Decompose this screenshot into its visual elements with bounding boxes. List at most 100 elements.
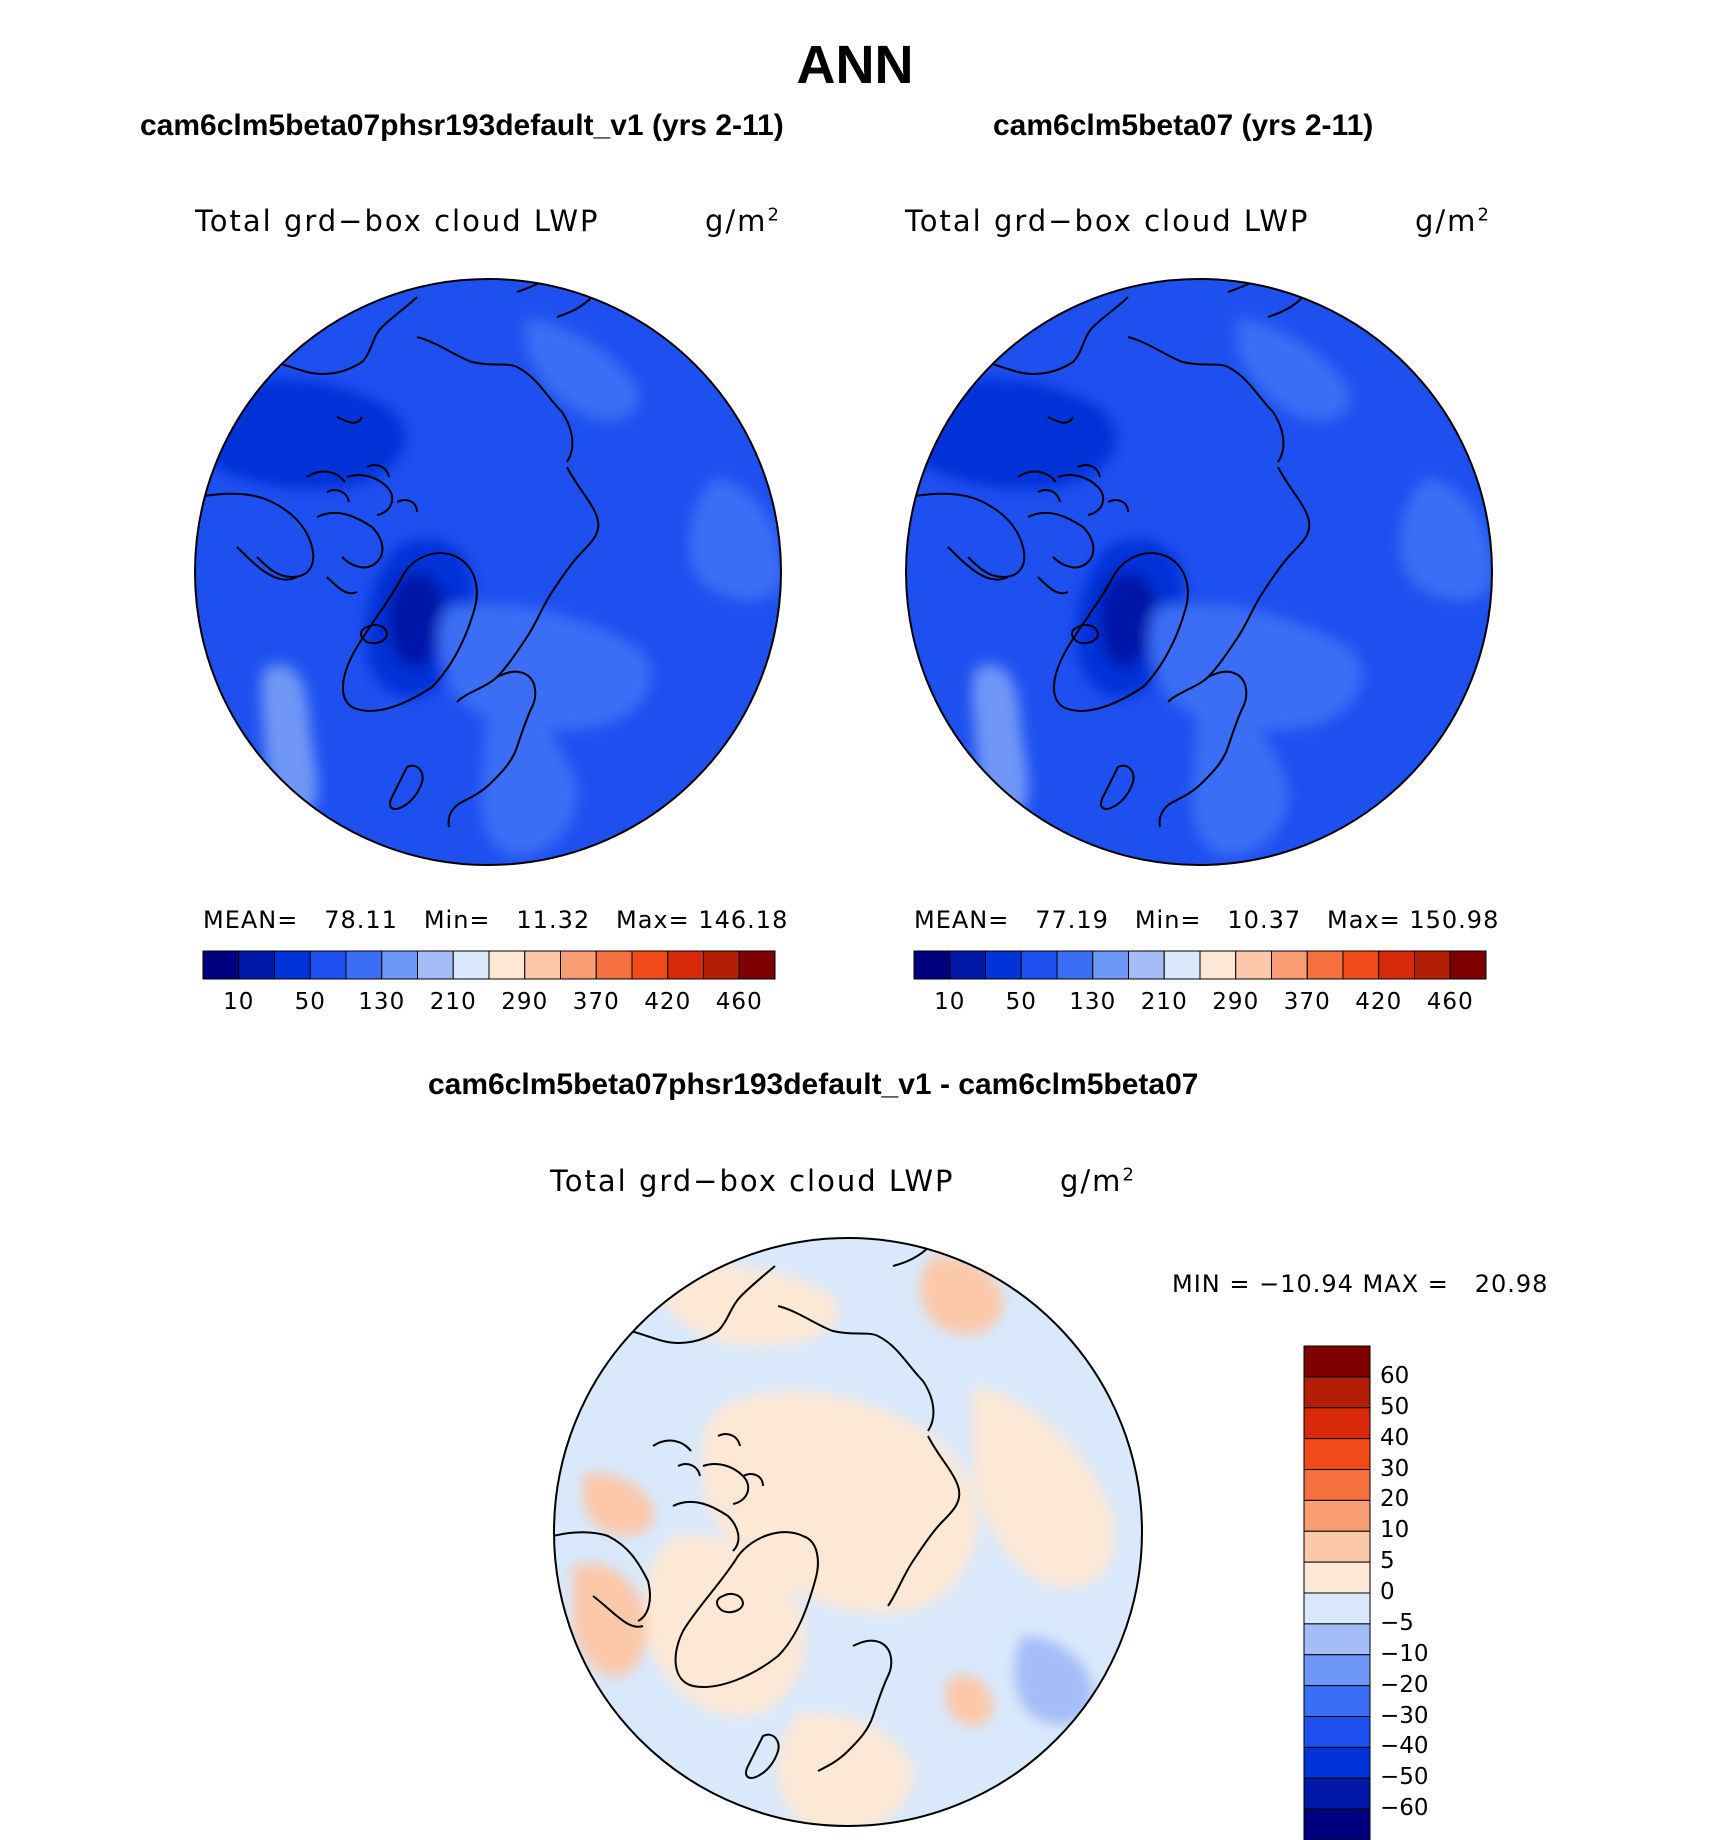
- panel-2-colorbar-tick-label: 460: [1426, 989, 1474, 1015]
- panel-1-colorbar-segment: [524, 950, 561, 980]
- diff-panel-colorbar-tick-label: 30: [1380, 1455, 1410, 1482]
- panel-1-coast-eurasia: [456, 466, 600, 703]
- diff-region-canada-positive: [573, 1563, 647, 1677]
- panel-1-colorbar-segment: [738, 950, 776, 980]
- diff-region-central-positive: [701, 1391, 978, 1614]
- panel-2-case-title: cam6clm5beta07 (yrs 2-11): [993, 109, 1374, 142]
- diff-region-pacific-mixed: [973, 1386, 1115, 1588]
- diff-panel-colorbar-tick-label: −20: [1380, 1671, 1429, 1698]
- panel-2-colorbar-segment: [1056, 950, 1094, 980]
- panel-2-colorbar-segment: [1092, 950, 1129, 980]
- diff-panel-colorbar-segment: [1303, 1654, 1371, 1687]
- panel-1-colorbar-tick-label: 370: [572, 989, 620, 1015]
- panel-2-coastlines: [907, 279, 1311, 828]
- panel-1-map-border: [194, 278, 782, 866]
- panel-2-colorbar-segment: [1378, 950, 1415, 980]
- panel-2-region-pacific-high: [1399, 477, 1492, 601]
- panel-1-polar-map: [194, 278, 782, 866]
- panel-1-colorbar-tick-label: 130: [358, 989, 406, 1015]
- panel-2-coast-arctic-islands: [1017, 464, 1129, 513]
- panel-2-region-north-atlantic: [1149, 604, 1363, 731]
- diff-panel-colorbar-tick-label: −40: [1380, 1733, 1429, 1760]
- panel-2-region-greenland-core: [1099, 573, 1157, 668]
- diff-panel-colorbar-segment: [1303, 1376, 1371, 1409]
- panel-2-colorbar-segment: [1020, 950, 1058, 980]
- panel-2-colorbar-segment: [913, 950, 951, 980]
- panel-1-coast-greenland: [341, 552, 478, 712]
- panel-2-coast-siberia: [1127, 279, 1304, 463]
- diff-panel-colorbar-segment: [1303, 1746, 1371, 1779]
- diff-panel-colorbar-tick-label: 0: [1380, 1579, 1395, 1605]
- diff-panel-colorbar-segment: [1303, 1530, 1371, 1563]
- panel-1-colorbar-segment: [631, 950, 669, 980]
- diff-panel-colorbar-segment: [1303, 1345, 1371, 1378]
- panel-2-region-canada-low: [908, 378, 1117, 490]
- panel-1-colorbar-segment: [381, 950, 418, 980]
- diff-region-atlantic-cool: [1014, 1636, 1093, 1725]
- panel-1-colorbar-segment: [452, 950, 490, 980]
- diff-panel-colorbar: [1303, 1345, 1371, 1840]
- panel-1-coast-canada: [196, 474, 394, 595]
- panel-1-colorbar-tick-label: 460: [715, 989, 763, 1015]
- panel-1-colorbar-segment: [345, 950, 383, 980]
- diff-region-east-warm: [945, 1675, 993, 1726]
- panel-2-colorbar-segment: [1414, 950, 1451, 980]
- diff-region-greenland-positive: [644, 1534, 806, 1717]
- panel-2-colorbar-segment: [1128, 950, 1165, 980]
- panel-1-colorbar-segment: [274, 950, 311, 980]
- diff-panel-map-border: [553, 1237, 1143, 1827]
- panel-2-stats: MEAN= 77.19 Min= 10.37 Max= 150.98: [914, 906, 1500, 934]
- panel-2-region-europe: [1191, 697, 1289, 857]
- panel-1-colorbar-segment: [595, 950, 633, 980]
- panel-1-colorbar-segment: [560, 950, 597, 980]
- panel-2-colorbar-tick-label: 10: [934, 989, 966, 1015]
- panel-1-colorbar-segment: [202, 950, 240, 980]
- diff-panel-colorbar-tick-label: 60: [1380, 1362, 1410, 1389]
- panel-1-colorbar-tick-label: 10: [223, 989, 255, 1015]
- panel-2-coast-eurasia: [1167, 466, 1311, 703]
- panel-1-colorbar-segment: [488, 950, 526, 980]
- panel-1-units: g/m2: [705, 204, 781, 238]
- panel-2-coast-iceland: [1071, 624, 1099, 645]
- panel-2-colorbar-segment: [1271, 950, 1308, 980]
- diff-coast-arctic-islands: [652, 1433, 764, 1487]
- diff-coast-canada: [554, 1463, 750, 1628]
- panel-1-coast-scandinavia: [447, 670, 537, 828]
- diff-region-bering-warm: [920, 1256, 1003, 1335]
- panel-2-coast-britain: [1100, 764, 1135, 810]
- panel-1-coast-britain: [389, 764, 424, 810]
- panel-2-colorbar-segment: [1306, 950, 1344, 980]
- panel-1-region-siberia: [525, 317, 639, 421]
- panel-1-colorbar-tick-label: 50: [294, 989, 326, 1015]
- panel-2-colorbar-tick-label: 130: [1069, 989, 1117, 1015]
- panel-1-colorbar-tick-labels: 10 50 130 210 290 370 420 460: [203, 989, 775, 1019]
- diff-panel-colorbar-segment: [1303, 1407, 1371, 1440]
- diff-panel-colorbar-segment: [1303, 1499, 1371, 1532]
- panel-1-colorbar-segment: [417, 950, 454, 980]
- panel-1-case-title: cam6clm5beta07phsr193default_v1 (yrs 2-1…: [140, 109, 784, 142]
- diff-coast-eurasia: [887, 1435, 961, 1607]
- panel-2-colorbar-tick-labels: 10 50 130 210 290 370 420 460: [914, 989, 1486, 1019]
- diff-panel-coastlines: [554, 1238, 961, 1779]
- panel-2-colorbar-tick-label: 210: [1140, 989, 1188, 1015]
- panel-1-region-canada-low: [197, 378, 406, 490]
- panel-2-coast-scandinavia: [1158, 670, 1248, 828]
- diff-panel-colorbar-segment: [1303, 1561, 1371, 1594]
- panel-1-coast-iceland: [360, 624, 388, 645]
- diff-panel-colorbar-segment: [1303, 1438, 1371, 1470]
- diff-panel-stats: MIN = −10.94 MAX = 20.98: [1172, 1270, 1549, 1298]
- diff-panel-colorbar-tick-label: −10: [1380, 1640, 1429, 1667]
- diff-panel-polar-map: [553, 1237, 1143, 1827]
- diff-coast-scandinavia: [817, 1639, 893, 1772]
- panel-1-colorbar: [202, 950, 776, 980]
- diff-panel-colorbar-segment: [1303, 1777, 1371, 1810]
- panel-1-colorbar-segment: [703, 950, 740, 980]
- panel-2-colorbar-segment: [1199, 950, 1237, 980]
- figure-title: ANN: [796, 35, 914, 95]
- diff-panel-colorbar-segment: [1303, 1716, 1371, 1748]
- diff-panel-colorbar-tick-label: −60: [1380, 1795, 1429, 1822]
- diff-panel-colorbar-segment: [1303, 1592, 1371, 1625]
- panel-2-region-siberia: [1236, 317, 1350, 421]
- panel-1-region-europe: [480, 697, 578, 857]
- panel-1-colorbar-segment: [667, 950, 704, 980]
